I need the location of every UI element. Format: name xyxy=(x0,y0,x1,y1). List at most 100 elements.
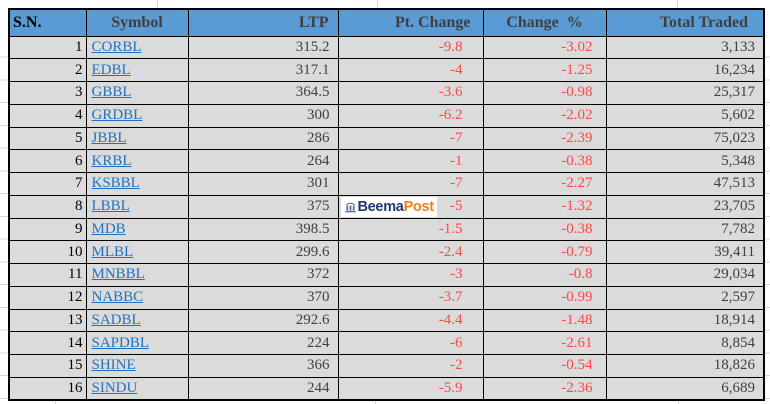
symbol-cell: KSBBL xyxy=(85,172,189,196)
brand-text-beema: Beema xyxy=(357,198,404,215)
symbol-link[interactable]: KSBBL xyxy=(91,175,140,192)
symbol-link[interactable]: NABBC xyxy=(91,289,144,306)
column-header-change-pct: Change % xyxy=(482,8,607,37)
margin-gridline xyxy=(764,35,770,399)
symbol-link[interactable]: SHINE xyxy=(91,357,136,374)
symbol-cell: SINDU xyxy=(85,376,189,401)
pt-change-cell: -3.7 xyxy=(337,285,484,310)
margin-gridline xyxy=(678,399,679,404)
pt-change-cell: -3.6 xyxy=(337,81,484,105)
sn-cell: 13 xyxy=(8,308,87,333)
ltp-cell: 375 xyxy=(187,194,339,219)
sn-cell: 11 xyxy=(8,263,87,287)
total-traded-cell: 29,034 xyxy=(605,263,765,287)
table-row: 3 GBBL 364.5 -3.6 -0.98 25,317 xyxy=(8,81,765,105)
total-traded-cell: 23,705 xyxy=(605,194,765,219)
symbol-link[interactable]: SAPDBL xyxy=(91,334,150,351)
sn-cell: 2 xyxy=(8,58,87,82)
change-pct-cell: -1.32 xyxy=(482,194,607,219)
brand-text-post: Post xyxy=(403,198,435,215)
margin-gridline xyxy=(55,399,56,404)
symbol-link[interactable]: MLBL xyxy=(91,243,134,260)
symbol-link[interactable]: JBBL xyxy=(91,129,127,146)
symbol-cell: MDB xyxy=(85,217,189,242)
column-header-sn: S.N. xyxy=(8,8,87,37)
ltp-cell: 286 xyxy=(187,126,339,151)
symbol-cell: NABBC xyxy=(85,285,189,310)
symbol-cell: JBBL xyxy=(85,126,189,151)
total-traded-cell: 18,914 xyxy=(605,308,765,333)
pt-change-cell: -7 xyxy=(337,172,484,196)
symbol-cell: CORBL xyxy=(85,35,189,60)
pt-change-cell: -6 xyxy=(337,331,484,355)
table-row: 2 EDBL 317.1 -4 -1.25 16,234 xyxy=(8,58,765,82)
sn-cell: 5 xyxy=(8,126,87,151)
table-row: 12 NABBC 370 -3.7 -0.99 2,597 xyxy=(8,285,765,310)
table-row: 5 JBBL 286 -7 -2.39 75,023 xyxy=(8,126,765,151)
symbol-cell: KRBL xyxy=(85,149,189,173)
symbol-link[interactable]: EDBL xyxy=(91,61,131,78)
symbol-link[interactable]: CORBL xyxy=(91,38,142,55)
beemapost-watermark: Beema Post xyxy=(340,196,437,217)
symbol-cell: LBBL xyxy=(85,194,189,219)
table-row: 13 SADBL 292.6 -4.4 -1.48 18,914 xyxy=(8,308,765,333)
table-row: 14 SAPDBL 224 -6 -2.61 8,854 xyxy=(8,331,765,355)
column-header-pt-change: Pt. Change xyxy=(337,8,484,37)
symbol-link[interactable]: SADBL xyxy=(91,311,141,328)
ltp-cell: 244 xyxy=(187,376,339,401)
symbol-cell: SAPDBL xyxy=(85,331,189,355)
pt-change-cell: -3 xyxy=(337,263,484,287)
symbol-link[interactable]: GBBL xyxy=(91,84,132,101)
symbol-cell: MLBL xyxy=(85,240,189,264)
total-traded-cell: 18,826 xyxy=(605,354,765,378)
symbol-cell: GRDBL xyxy=(85,103,189,128)
total-traded-cell: 75,023 xyxy=(605,126,765,151)
symbol-link[interactable]: KRBL xyxy=(91,152,132,169)
change-pct-cell: -3.02 xyxy=(482,35,607,60)
stock-price-table: S.N. Symbol LTP Pt. Change Change % Tota… xyxy=(8,8,765,401)
symbol-link[interactable]: LBBL xyxy=(91,198,130,215)
column-header-symbol: Symbol xyxy=(85,8,189,37)
total-traded-cell: 25,317 xyxy=(605,81,765,105)
margin-gridline xyxy=(0,35,8,399)
ltp-cell: 317.1 xyxy=(187,58,339,82)
sn-cell: 1 xyxy=(8,35,87,60)
pt-change-cell: -5.9 xyxy=(337,376,484,401)
change-pct-cell: -2.27 xyxy=(482,172,607,196)
total-traded-cell: 3,133 xyxy=(605,35,765,60)
ltp-cell: 370 xyxy=(187,285,339,310)
symbol-link[interactable]: MNBBL xyxy=(91,266,145,283)
table-row: 6 KRBL 264 -1 -0.38 5,348 xyxy=(8,149,765,173)
change-pct-cell: -0.8 xyxy=(482,263,607,287)
sn-cell: 3 xyxy=(8,81,87,105)
sn-cell: 14 xyxy=(8,331,87,355)
sn-cell: 6 xyxy=(8,149,87,173)
pt-change-cell: -1 xyxy=(337,149,484,173)
symbol-link[interactable]: GRDBL xyxy=(91,107,143,124)
symbol-cell: GBBL xyxy=(85,81,189,105)
table-row: 9 MDB 398.5 -1.5 -0.38 7,782 xyxy=(8,217,765,242)
sn-cell: 4 xyxy=(8,103,87,128)
pt-change-value: -5 xyxy=(450,198,463,215)
symbol-link[interactable]: MDB xyxy=(91,220,126,237)
symbol-cell: EDBL xyxy=(85,58,189,82)
pt-change-cell: -6.2 xyxy=(337,103,484,128)
change-pct-cell: -2.39 xyxy=(482,126,607,151)
margin-gridline xyxy=(377,0,378,8)
header-row: S.N. Symbol LTP Pt. Change Change % Tota… xyxy=(8,8,765,37)
ltp-cell: 292.6 xyxy=(187,308,339,333)
total-traded-cell: 6,689 xyxy=(605,376,765,401)
total-traded-cell: 5,348 xyxy=(605,149,765,173)
table-row: 1 CORBL 315.2 -9.8 -3.02 3,133 xyxy=(8,35,765,60)
symbol-cell: SADBL xyxy=(85,308,189,333)
symbol-link[interactable]: SINDU xyxy=(91,379,138,396)
total-traded-cell: 7,782 xyxy=(605,217,765,242)
change-pct-cell: -0.38 xyxy=(482,149,607,173)
ltp-cell: 300 xyxy=(187,103,339,128)
margin-gridline xyxy=(375,399,376,404)
ltp-cell: 366 xyxy=(187,354,339,378)
sn-cell: 10 xyxy=(8,240,87,264)
pt-change-cell: -2.4 xyxy=(337,240,484,264)
total-traded-cell: 39,411 xyxy=(605,240,765,264)
change-pct-cell: -2.61 xyxy=(482,331,607,355)
